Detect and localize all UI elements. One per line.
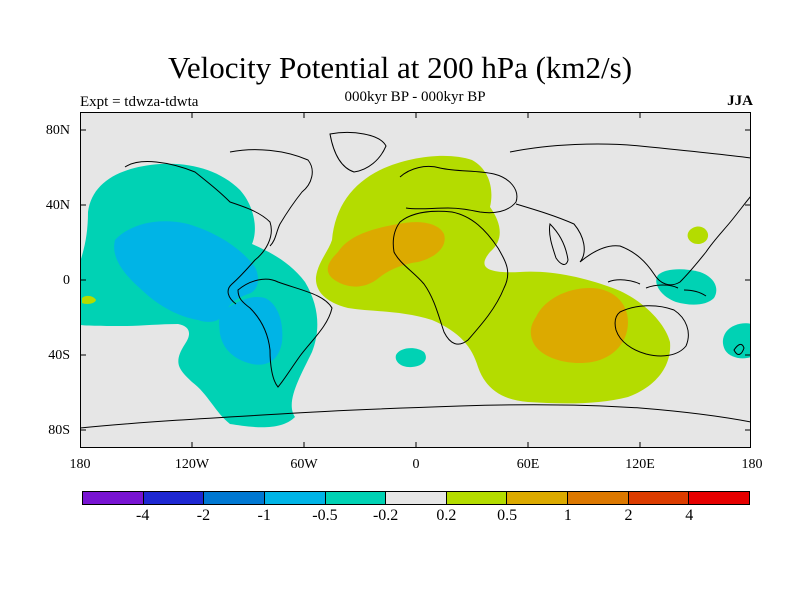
contour-negative-pacific-strong xyxy=(114,221,259,322)
contour-positive-small-w xyxy=(82,295,96,304)
coast-north-america xyxy=(124,161,272,305)
contour-positive-indian-strong xyxy=(530,288,628,364)
colorbar-label: -4 xyxy=(136,507,150,524)
chart-subtitle: 000kyr BP - 000kyr BP xyxy=(344,89,486,105)
colorbar-label: -0.5 xyxy=(312,507,338,524)
map-panel xyxy=(80,112,751,448)
coastlines xyxy=(80,132,751,429)
colorbar-label: 4 xyxy=(685,507,694,524)
colorbar-box-3 xyxy=(264,492,326,504)
colorbar-box-2 xyxy=(204,492,265,504)
colorbar-box-10 xyxy=(689,492,750,504)
colorbar-label: 0.5 xyxy=(497,507,518,524)
lon-label-180e: 180 xyxy=(741,457,763,472)
contour-positive-small-ne xyxy=(687,226,709,244)
lon-label-120e: 120E xyxy=(625,457,655,472)
lat-label-eq: 0 xyxy=(63,273,70,288)
lat-label-80n: 80N xyxy=(45,123,70,138)
colorbar-label: 1 xyxy=(563,507,572,524)
coast-greenland xyxy=(329,132,387,173)
colorbar-label: -0.2 xyxy=(372,507,399,524)
coast-africa xyxy=(392,210,509,345)
coast-antarctica xyxy=(80,404,751,429)
lon-label-0: 0 xyxy=(412,457,420,472)
colorbar-box-4 xyxy=(325,492,387,504)
colorbar-box-7 xyxy=(507,492,569,504)
coast-south-america xyxy=(237,278,333,388)
lon-label-60w: 60W xyxy=(290,457,318,472)
colorbar-label: -2 xyxy=(196,507,211,524)
contour-negative-westpac xyxy=(656,269,717,305)
contour-negative-dateline xyxy=(722,323,751,359)
colorbar-box-9 xyxy=(628,492,690,504)
coast-europe xyxy=(399,165,518,214)
coast-indonesia xyxy=(607,279,707,297)
experiment-label: Expt = tdwza-tdwta xyxy=(80,94,199,110)
season-label: JJA xyxy=(727,93,753,109)
lat-label-40s: 40S xyxy=(48,348,70,363)
contour-positive-africa-strong xyxy=(327,222,445,287)
colorbar-box-5 xyxy=(386,492,447,504)
colorbar-box-0 xyxy=(83,492,144,504)
colorbar-box-1 xyxy=(143,492,205,504)
coast-new-zealand xyxy=(733,343,745,355)
contour-negative-small xyxy=(395,348,426,368)
colorbar-label: 0.2 xyxy=(436,507,457,524)
coast-india xyxy=(549,222,569,265)
map-svg xyxy=(80,112,751,448)
chart-title: Velocity Potential at 200 hPa (km2/s) xyxy=(167,50,633,85)
lat-label-80s: 80S xyxy=(48,423,70,438)
colorbar-label: 2 xyxy=(624,507,633,524)
colorbar-box-8 xyxy=(568,492,629,504)
coast-asia xyxy=(509,143,751,286)
lat-label-40n: 40N xyxy=(45,198,70,213)
coast-australia xyxy=(614,305,689,357)
colorbar xyxy=(82,491,750,505)
lon-label-120w: 120W xyxy=(174,457,210,472)
map-ticks xyxy=(80,112,751,448)
lon-label-60e: 60E xyxy=(516,457,540,472)
colorbar-label: -1 xyxy=(257,507,271,524)
colorbar-box-6 xyxy=(446,492,508,504)
coast-north-america-east xyxy=(229,149,313,247)
lon-label-180w: 180 xyxy=(69,457,91,472)
contour-negative-samerica-strong xyxy=(219,296,283,365)
